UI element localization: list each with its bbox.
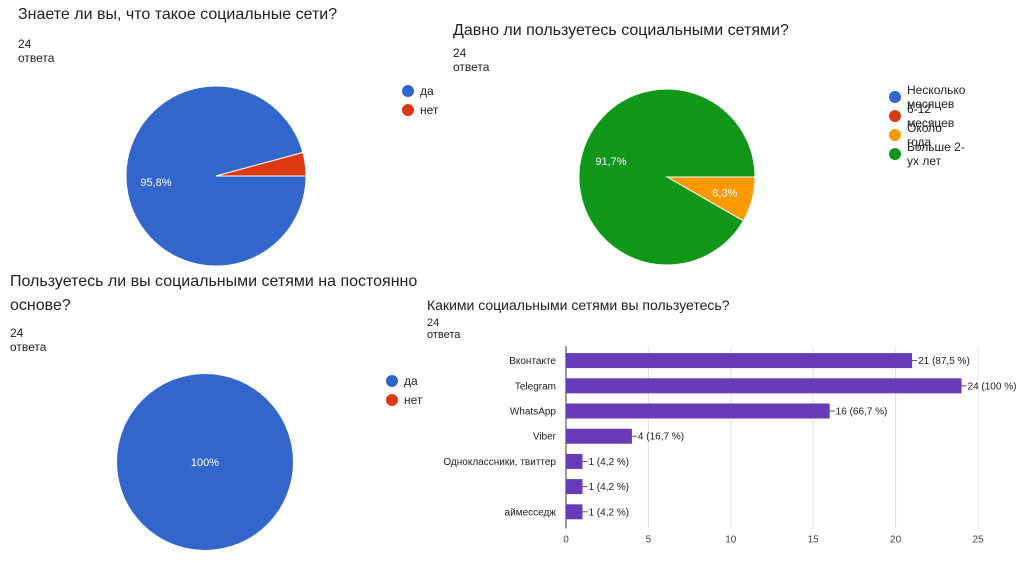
chart-4-bar-chart: 0 5 10 15 20 25 Вконтакте 21 (87,5 %) Telegram 24… [443,346,1016,545]
legend-label: нет [404,392,423,407]
legend-label: да [420,83,434,98]
category-label: Вконтакте [509,356,556,367]
chart-3-response-count: 24 ответа [10,326,47,354]
bar [566,378,962,394]
chart-3-title-line-2: основе? [10,297,71,314]
pie-slice-4 [578,88,756,266]
bar [566,403,830,419]
x-tick-label: 25 [972,534,984,545]
chart-3-title-line-1: Пользуетесь ли вы социальными сетями на … [10,273,418,290]
category-label: Viber [533,432,557,443]
chart-2-title: Давно ли пользуетесь социальными сетями? [453,22,789,39]
pie-slice-2 [215,151,307,177]
legend-label: да [404,373,418,388]
chart-2-legend: Несколько месяцев 6-12 месяцев Около года Б… [889,83,965,168]
data-label: 4 (16,7 %) [638,432,684,443]
chart-3-legend: да нет [386,371,422,409]
legend-item: нет [386,390,422,409]
chart-1-legend: да нет [402,81,438,119]
legend-swatch [386,393,398,406]
category-label: Одноклассники, твиттер [443,457,556,468]
x-tick-label: 0 [563,534,569,545]
pie-slice-1 [117,374,293,550]
chart-1-response-count: 24 ответа [18,37,55,65]
legend-label: Больше 2-ух лет [907,139,965,168]
bar [566,504,583,520]
legend-label: 6-12 месяцев [907,101,955,130]
legend-item: Больше 2-ух лет [889,140,965,168]
chart-1-pie: 95,8% [125,85,307,267]
data-label: 1 (4,2 %) [588,507,629,518]
category-label: WhatsApp [510,407,557,418]
legend-item: да [386,371,422,390]
data-label: 1 (4,2 %) [588,457,629,468]
x-tick-label: 5 [646,534,652,545]
data-label: 21 (87,5 %) [918,356,970,367]
legend-swatch [386,374,398,387]
bar [566,428,632,444]
chart-2-pie: 8,3% 91,7% [578,88,756,266]
x-tick-label: 15 [808,534,820,545]
pie-data-label-1: 95,8% [140,177,171,189]
bar [566,479,583,495]
data-label: 24 (100 %) [968,381,1017,392]
legend-item: да [402,81,438,100]
pie-data-label-4: 91,7% [595,156,626,168]
chart-2-response-count: 24 ответа [453,46,490,74]
legend-label: Около года [907,120,942,149]
chart-3-pie: 100% [117,374,293,550]
data-label: 16 (66,7 %) [836,407,888,418]
chart-1-title: Знаете ли вы, что такое социальные сети? [18,6,338,23]
legend-swatch [889,147,901,160]
legend-swatch [889,128,901,141]
legend-swatch [402,84,414,97]
x-tick-label: 10 [725,534,737,545]
legend-label: нет [420,102,439,117]
bar [566,453,583,469]
data-label: 1 (4,2 %) [588,482,629,493]
legend-item: Около года [889,121,965,149]
legend-swatch [889,109,901,122]
category-label: Telegram [515,381,556,392]
x-tick-label: 20 [890,534,902,545]
legend-swatch [402,103,414,116]
chart-4-title: Какими социальными сетями вы пользуетесь… [427,297,730,313]
legend-item: 6-12 месяцев [889,102,965,130]
pie-data-label-3: 8,3% [712,187,737,199]
legend-item: Несколько месяцев [889,83,965,111]
category-label: аймесседж [505,507,557,518]
legend-label: Несколько месяцев [907,82,966,111]
legend-swatch [889,90,901,103]
legend-item: нет [402,100,438,119]
chart-4-response-count: 24 ответа [427,317,461,341]
bar [566,353,913,369]
pie-data-label-1: 100% [191,457,219,469]
